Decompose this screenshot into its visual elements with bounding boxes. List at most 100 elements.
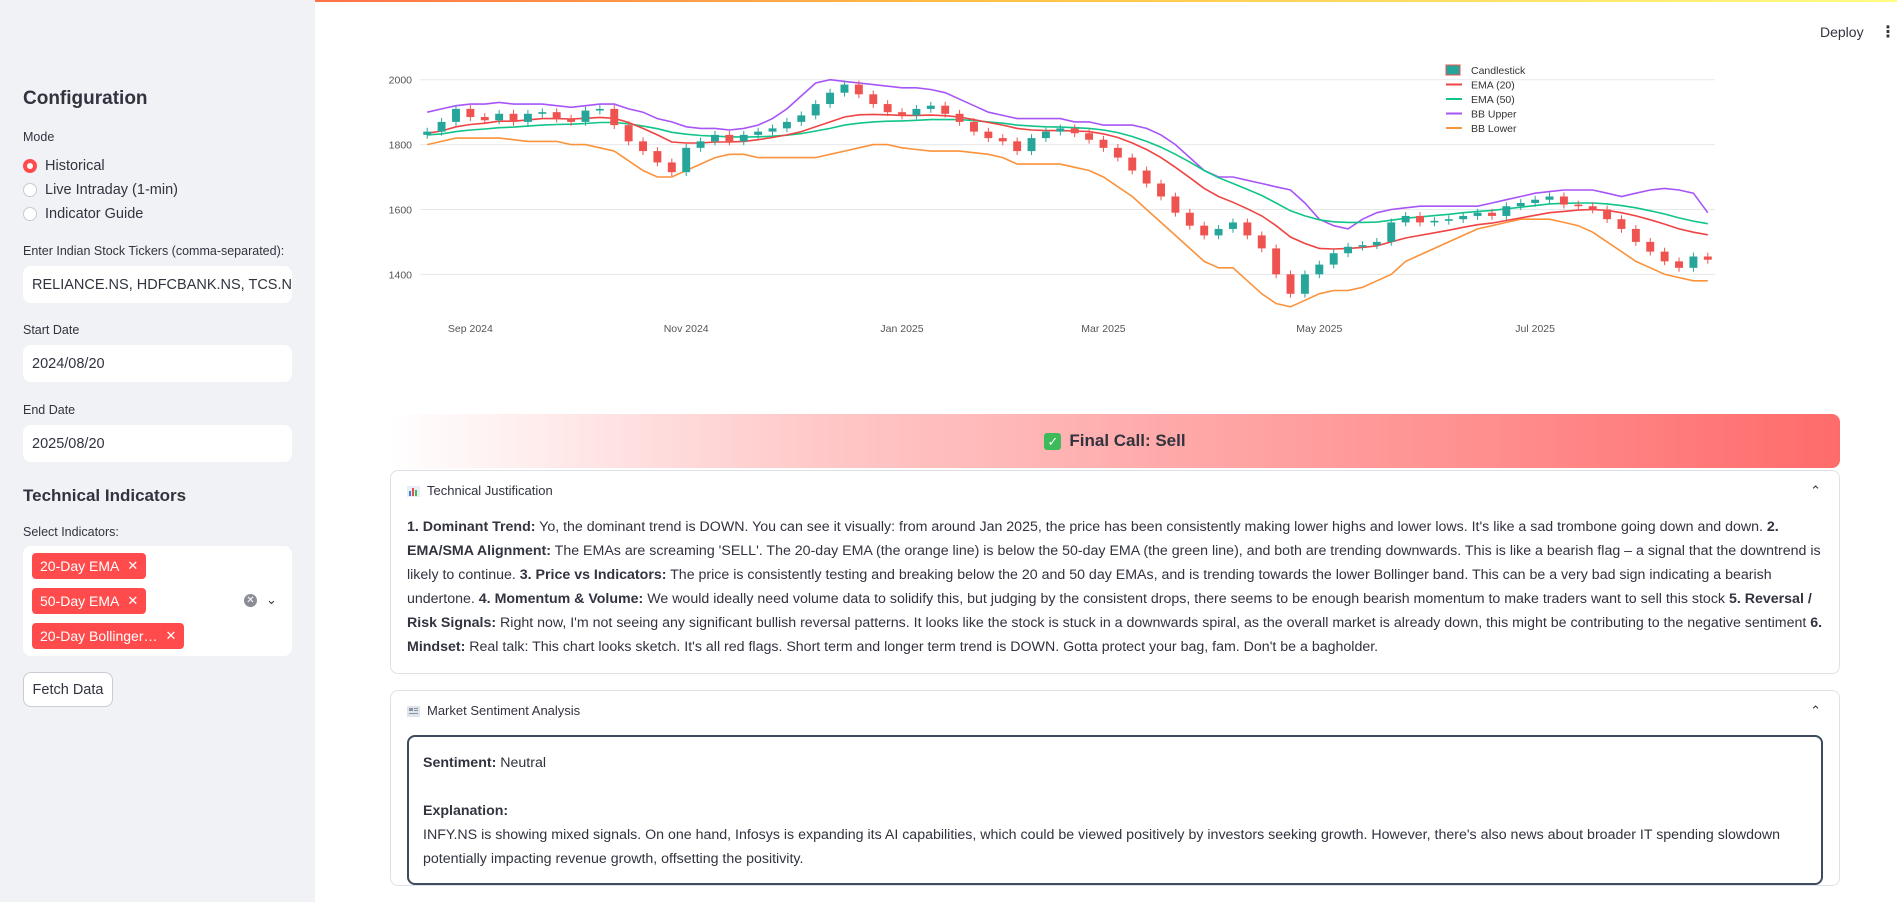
tag-50-day-ema[interactable]: 50-Day EMA ✕ (32, 588, 147, 614)
select-indicators-label: Select Indicators: (23, 525, 119, 539)
candlestick-chart[interactable]: 1400 1600 1800 2000 Sep 2024 Nov 2024 Jan 2025… (380, 60, 1860, 360)
start-date-input[interactable]: 2024/08/20 (23, 345, 292, 382)
candle-body (696, 141, 705, 148)
candle-body (1214, 228, 1223, 236)
remove-tag-icon[interactable]: ✕ (127, 593, 139, 608)
candle-body (883, 104, 892, 113)
candle-body (1257, 235, 1266, 249)
radio-unselected-icon (23, 183, 37, 197)
candle-body (1070, 128, 1079, 134)
indicators-title: Technical Indicators (23, 486, 187, 505)
candle-body (667, 162, 676, 173)
candle-body (538, 112, 547, 114)
candle-body (1128, 157, 1137, 171)
main-menu-icon[interactable]: ⋮ (1880, 24, 1896, 41)
bar-chart-icon (407, 485, 420, 497)
candle-body (581, 110, 590, 122)
candle-body (480, 117, 489, 121)
legend-label: EMA (20) (1471, 80, 1515, 92)
sentiment-box: Sentiment: Neutral Explanation: INFY.NS … (407, 735, 1823, 885)
candle-body (1516, 202, 1525, 207)
candle-body (1545, 196, 1554, 200)
candle-body (1617, 219, 1626, 229)
candle-body (1459, 215, 1468, 220)
candle-body (452, 108, 460, 122)
candle-body (739, 134, 748, 142)
radio-unselected-icon (23, 207, 37, 221)
point-text: Real talk: This chart looks sketch. It's… (465, 639, 1379, 655)
candle-body (1056, 128, 1065, 132)
candle-body (1013, 141, 1022, 152)
tag-20-day-ema[interactable]: 20-Day EMA ✕ (32, 553, 147, 579)
legend-label: BB Lower (1471, 123, 1517, 135)
x-tick-label: Jan 2025 (880, 323, 923, 335)
candle-body (1229, 222, 1237, 229)
chevron-up-icon[interactable]: ⌃ (1810, 703, 1821, 718)
candle-body (639, 141, 647, 152)
tickers-label: Enter Indian Stock Tickers (comma-separa… (23, 244, 285, 258)
clear-all-icon[interactable]: ✕ (244, 594, 257, 607)
candle-body (1473, 212, 1482, 216)
candle-body (1703, 256, 1712, 260)
candle-body (854, 84, 863, 95)
legend-candle-icon (1445, 64, 1461, 76)
radio-label: Live Intraday (1-min) (45, 182, 178, 198)
expander-header[interactable]: Market Sentiment Analysis (407, 703, 580, 718)
candle-body (782, 121, 791, 129)
y-tick-label: 1400 (389, 269, 413, 281)
candle-body (811, 104, 820, 116)
point-heading: 6. Mindset: (407, 615, 1823, 655)
remove-tag-icon[interactable]: ✕ (127, 558, 139, 573)
market-sentiment-expander: Market Sentiment Analysis ⌃ Sentiment: N… (390, 690, 1840, 886)
radio-label: Historical (45, 158, 105, 174)
tickers-input[interactable]: RELIANCE.NS, HDFCBANK.NS, TCS.NS, IN (23, 266, 292, 303)
tag-label: 20-Day Bollinger… (40, 628, 158, 644)
y-tick-label: 2000 (389, 75, 413, 87)
candle-body (912, 108, 921, 116)
candle-body (1631, 228, 1640, 242)
candle-body (610, 108, 619, 126)
candle-body (595, 108, 604, 111)
x-tick-label: May 2025 (1296, 323, 1342, 335)
y-tick-label: 1600 (389, 204, 413, 216)
candle-body (898, 112, 906, 116)
technical-body: 1. Dominant Trend: Yo, the dominant tren… (407, 515, 1823, 659)
remove-tag-icon[interactable]: ✕ (165, 628, 177, 643)
end-date-input[interactable]: 2025/08/20 (23, 425, 292, 462)
candle-body (768, 128, 777, 132)
candle-body (1171, 196, 1180, 213)
fetch-data-button[interactable]: Fetch Data (23, 672, 113, 707)
candle-body (926, 105, 935, 109)
expander-header[interactable]: Technical Justification (407, 483, 553, 498)
indicators-multiselect[interactable]: 20-Day EMA ✕ 50-Day EMA ✕ 20-Day Bollinger… (23, 546, 292, 656)
candle-body (826, 92, 835, 105)
candle-body (1574, 204, 1583, 207)
ema20-line (427, 113, 1708, 250)
candle-body (1315, 264, 1324, 275)
candle-body (624, 125, 633, 142)
tag-bollinger[interactable]: 20-Day Bollinger… ✕ (32, 623, 185, 649)
candle-body (1099, 139, 1108, 148)
bb-upper-line (427, 78, 1709, 230)
end-date-label: End Date (23, 403, 76, 417)
candle-body (495, 113, 504, 121)
candle-body (552, 112, 561, 119)
radio-indicator-guide[interactable]: Indicator Guide (23, 206, 143, 222)
candle-body (682, 147, 691, 173)
candle-body (1444, 219, 1453, 221)
candle-body (711, 134, 719, 142)
candle-body (869, 94, 878, 105)
candle-body (1502, 206, 1511, 216)
chevron-down-icon[interactable]: ⌄ (266, 592, 277, 607)
chevron-up-icon[interactable]: ⌃ (1810, 483, 1821, 498)
point-text: Right now, I'm not seeing any significan… (496, 615, 1811, 631)
sidebar: Configuration Mode Historical Live Intra… (0, 0, 315, 902)
bb-lower-line (427, 137, 1708, 308)
radio-historical[interactable]: Historical (23, 158, 105, 174)
radio-live-intraday[interactable]: Live Intraday (1-min) (23, 182, 178, 198)
explanation-text: INFY.NS is showing mixed signals. On one… (423, 827, 1781, 867)
candle-body (1358, 245, 1367, 247)
candle-body (1559, 196, 1568, 205)
deploy-button[interactable]: Deploy (1820, 24, 1864, 40)
candle-body (941, 105, 950, 114)
